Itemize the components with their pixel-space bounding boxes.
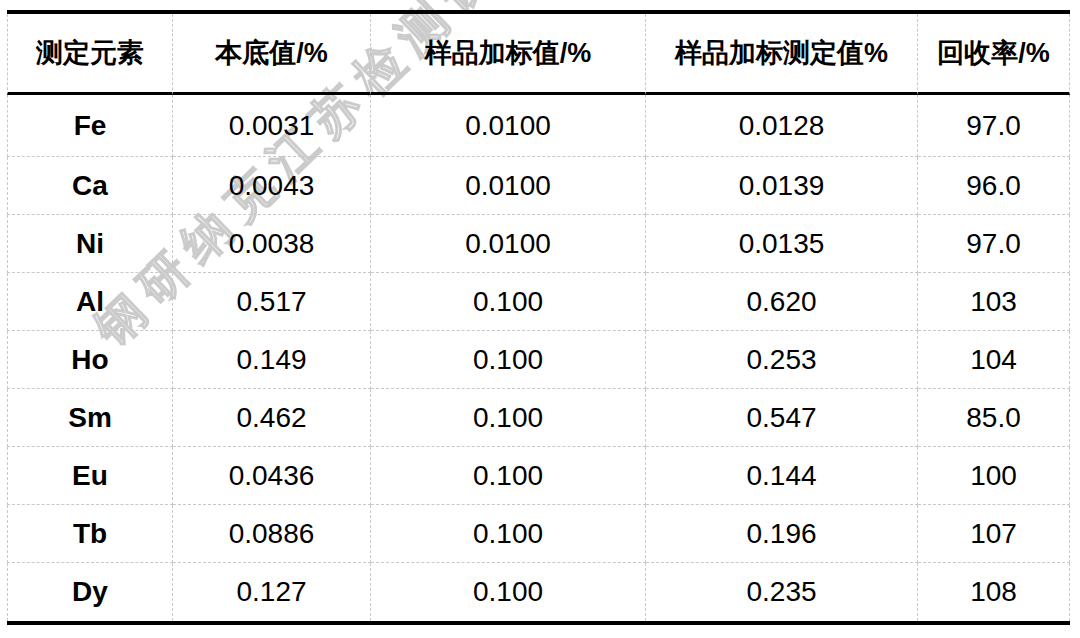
header-recovery-rate: 回收率/% <box>918 14 1070 95</box>
value-cell: 0.0043 <box>173 157 371 215</box>
value-cell: 0.0038 <box>173 215 371 273</box>
value-cell: 0.547 <box>646 389 918 447</box>
value-cell: 0.149 <box>173 331 371 389</box>
element-cell: Fe <box>7 95 173 157</box>
header-background-value: 本底值/% <box>173 14 371 95</box>
value-cell: 0.0886 <box>173 505 371 563</box>
value-cell: 0.0135 <box>646 215 918 273</box>
value-cell: 0.620 <box>646 273 918 331</box>
spike-recovery-table: 测定元素 本底值/% 样品加标值/% 样品加标测定值% 回收率/% Fe 0.0… <box>7 10 1070 625</box>
value-cell: 0.100 <box>371 273 646 331</box>
value-cell: 0.0100 <box>371 215 646 273</box>
value-cell: 96.0 <box>918 157 1070 215</box>
header-element: 测定元素 <box>7 14 173 95</box>
value-cell: 0.235 <box>646 563 918 621</box>
value-cell: 97.0 <box>918 215 1070 273</box>
element-cell: Tb <box>7 505 173 563</box>
value-cell: 0.100 <box>371 563 646 621</box>
element-cell: Eu <box>7 447 173 505</box>
value-cell: 0.0100 <box>371 157 646 215</box>
element-cell: Dy <box>7 563 173 621</box>
value-cell: 107 <box>918 505 1070 563</box>
value-cell: 0.100 <box>371 447 646 505</box>
value-cell: 97.0 <box>918 95 1070 157</box>
element-cell: Ho <box>7 331 173 389</box>
value-cell: 0.0436 <box>173 447 371 505</box>
element-cell: Ca <box>7 157 173 215</box>
header-spike-value: 样品加标值/% <box>371 14 646 95</box>
element-cell: Ni <box>7 215 173 273</box>
element-cell: Sm <box>7 389 173 447</box>
header-spike-measured-value: 样品加标测定值% <box>646 14 918 95</box>
value-cell: 104 <box>918 331 1070 389</box>
value-cell: 0.100 <box>371 331 646 389</box>
value-cell: 0.462 <box>173 389 371 447</box>
value-cell: 108 <box>918 563 1070 621</box>
element-cell: Al <box>7 273 173 331</box>
value-cell: 0.127 <box>173 563 371 621</box>
value-cell: 0.144 <box>646 447 918 505</box>
value-cell: 85.0 <box>918 389 1070 447</box>
value-cell: 100 <box>918 447 1070 505</box>
value-cell: 103 <box>918 273 1070 331</box>
value-cell: 0.196 <box>646 505 918 563</box>
value-cell: 0.100 <box>371 505 646 563</box>
value-cell: 0.0139 <box>646 157 918 215</box>
value-cell: 0.0031 <box>173 95 371 157</box>
value-cell: 0.0100 <box>371 95 646 157</box>
value-cell: 0.100 <box>371 389 646 447</box>
value-cell: 0.253 <box>646 331 918 389</box>
value-cell: 0.517 <box>173 273 371 331</box>
value-cell: 0.0128 <box>646 95 918 157</box>
